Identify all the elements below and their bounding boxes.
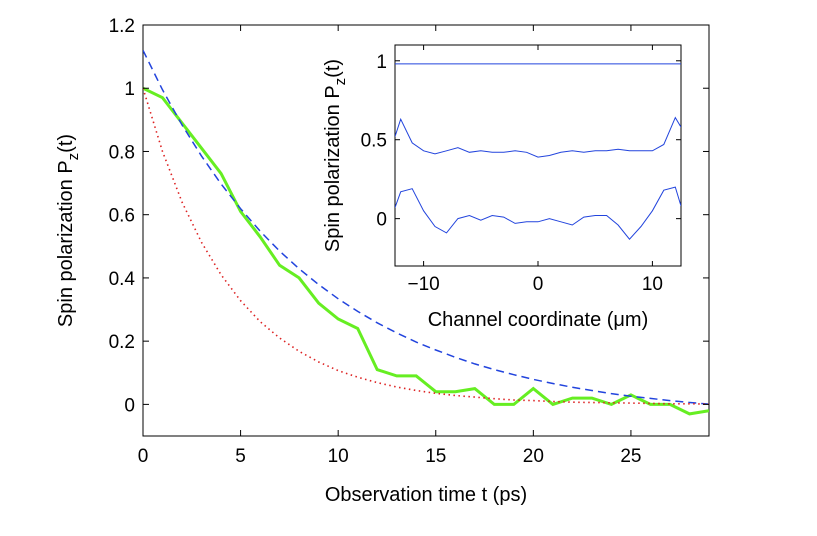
inset-y-axis-label: Spin polarization Pz(t) bbox=[322, 59, 349, 252]
main-y-tick-label: 0.6 bbox=[109, 206, 135, 227]
inset-y-tick-label: 0.5 bbox=[361, 131, 387, 152]
inset-x-axis-label: Channel coordinate (μm) bbox=[428, 309, 649, 331]
inset-y-tick-label: 0 bbox=[376, 210, 387, 231]
inset-series-line-2 bbox=[395, 186, 681, 240]
main-series-line-1 bbox=[143, 49, 709, 405]
main-x-tick-label: 15 bbox=[425, 446, 446, 467]
main-y-tick-label: 0.2 bbox=[109, 332, 135, 353]
inset-x-tick-label: −10 bbox=[407, 274, 439, 295]
main-x-axis-label: Observation time t (ps) bbox=[325, 484, 527, 506]
main-y-tick-label: 0.8 bbox=[109, 142, 135, 163]
inset-chart: −10 0 10 0 0.5 1 Channel coordinate (μm) Spin p… bbox=[322, 44, 682, 331]
main-y-tick-label: 1 bbox=[124, 79, 135, 100]
inset-y-tick-label: 1 bbox=[376, 52, 387, 73]
main-y-axis-label: Spin polarization Pz(t) bbox=[55, 134, 82, 327]
main-y-tick-label: 1.2 bbox=[109, 16, 135, 37]
main-y-tick-label: 0.4 bbox=[109, 269, 136, 290]
main-x-tick-label: 10 bbox=[328, 446, 349, 467]
inset-x-tick-label: 0 bbox=[533, 274, 544, 295]
main-x-tick-label: 0 bbox=[138, 446, 149, 467]
main-series-line-2 bbox=[143, 87, 709, 405]
main-x-tick-label: 25 bbox=[620, 446, 641, 467]
main-x-tick-label: 5 bbox=[235, 446, 246, 467]
inset-x-tick-label: 10 bbox=[642, 274, 663, 295]
main-y-tick-label: 0 bbox=[124, 395, 135, 416]
inset-plot-frame bbox=[394, 44, 682, 267]
main-x-tick-label: 20 bbox=[523, 446, 544, 467]
inset-series-line-1 bbox=[395, 116, 681, 158]
